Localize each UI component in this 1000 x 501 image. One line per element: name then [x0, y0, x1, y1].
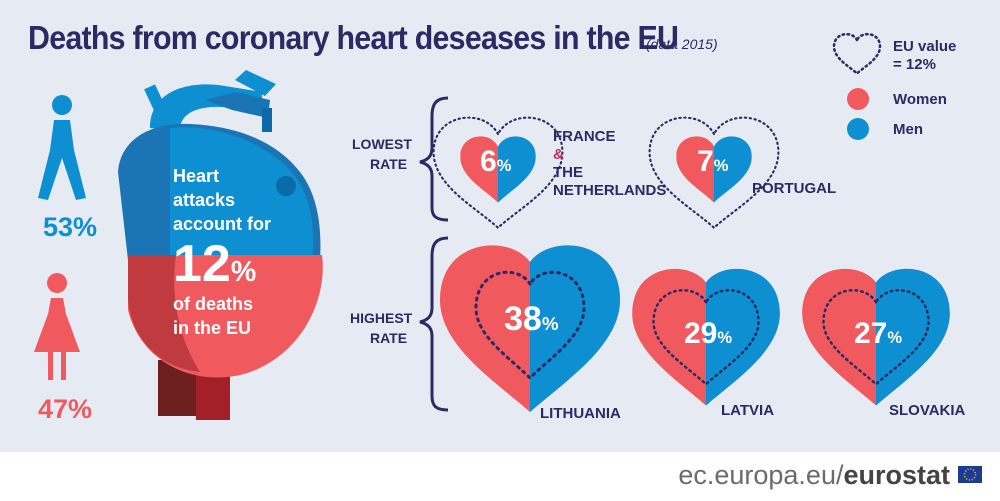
lowest-label-2: RATE	[370, 156, 408, 172]
heart-text-line4: of deaths	[173, 294, 254, 314]
value-latvia: 29%	[684, 317, 733, 350]
women-percent: 47%	[38, 394, 93, 424]
page-title: Deaths from coronary heart deseases in t…	[28, 19, 679, 56]
woman-icon	[34, 273, 80, 380]
heart-text-line2: attacks	[173, 190, 236, 210]
lowest-bracket	[419, 96, 449, 222]
subtitle: (data 2015)	[646, 36, 718, 52]
heart-value: 12%	[173, 235, 257, 293]
heart-lithuania	[440, 245, 620, 412]
footer-source[interactable]: ec.europa.eu/eurostat	[678, 460, 950, 490]
country-lithuania: LITHUANIA	[540, 405, 621, 422]
highest-bracket	[419, 236, 449, 412]
highest-label-1: HIGHEST	[350, 310, 413, 326]
legend-women-dot	[847, 88, 869, 110]
legend-men-dot	[847, 118, 869, 140]
country-slovakia: SLOVAKIA	[889, 402, 966, 419]
country-latvia: LATVIA	[721, 402, 775, 419]
legend-eu-value: EU value	[893, 38, 957, 55]
country-portugal: PORTUGAL	[752, 180, 837, 197]
legend-men: Men	[893, 121, 923, 138]
eu-flag-icon	[958, 466, 982, 483]
country-the: THE	[553, 164, 583, 181]
heart-text-line5: in the EU	[173, 318, 252, 338]
value-portugal: 7%	[697, 145, 729, 178]
country-ampersand: &	[553, 146, 564, 163]
country-france: FRANCE	[553, 128, 616, 145]
legend-eu-heart-icon	[832, 32, 882, 76]
man-icon	[38, 95, 86, 200]
value-slovakia: 27%	[854, 317, 903, 350]
heart-illustration	[118, 70, 323, 420]
heart-text-line3: account for	[173, 214, 272, 234]
men-percent: 53%	[43, 212, 98, 242]
lowest-label-1: LOWEST	[352, 136, 412, 152]
legend-women: Women	[893, 91, 947, 108]
heart-text-line1: Heart	[173, 166, 220, 186]
heart-latvia	[632, 268, 780, 406]
value-lithuania: 38%	[504, 300, 559, 338]
footer-bar	[0, 452, 1000, 501]
value-france-netherlands: 6%	[480, 145, 512, 178]
heart-slovakia	[802, 268, 950, 406]
country-netherlands: NETHERLANDS	[553, 182, 667, 199]
highest-label-2: RATE	[370, 330, 408, 346]
legend-eu-value-eq: = 12%	[893, 56, 936, 73]
